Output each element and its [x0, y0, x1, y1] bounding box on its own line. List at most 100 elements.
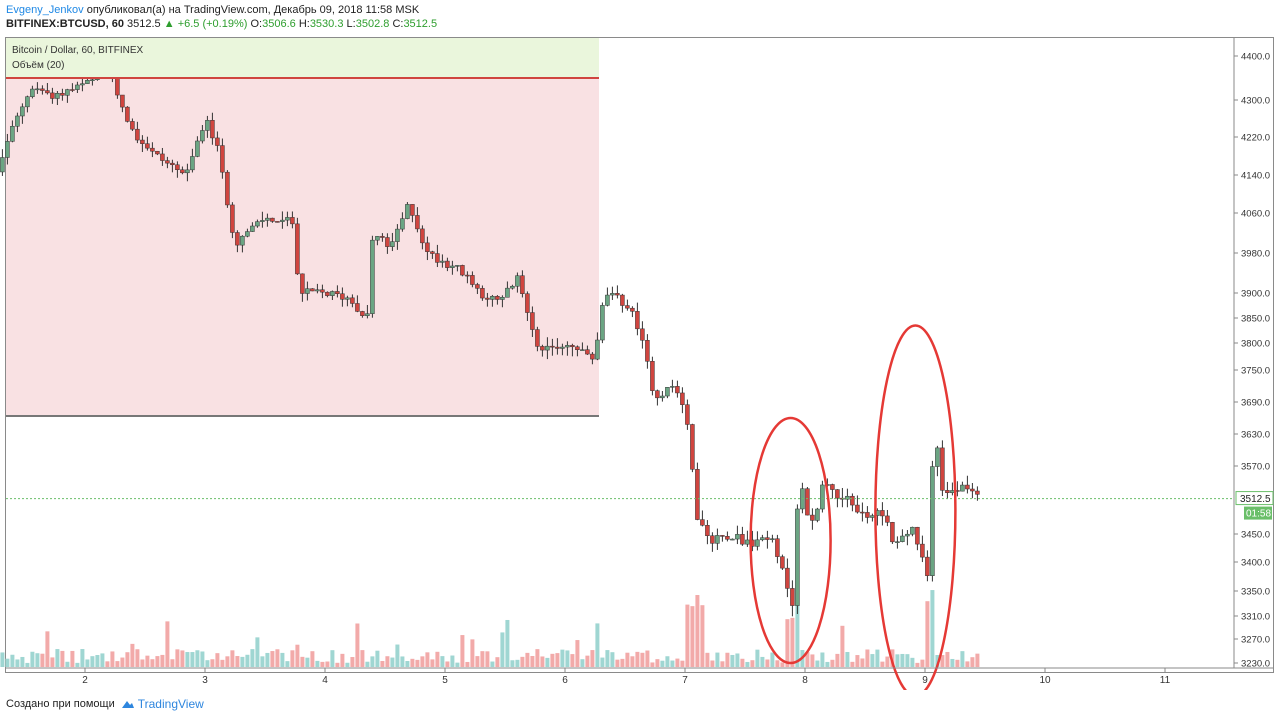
candle-body[interactable] — [475, 284, 480, 289]
tradingview-logo[interactable]: TradingView — [119, 697, 204, 711]
candle-body[interactable] — [395, 228, 400, 242]
candle-body[interactable] — [575, 346, 580, 350]
candle-body[interactable] — [915, 526, 920, 545]
price-chart[interactable]: Bitcoin / Dollar, 60, BITFINEX Объём (20… — [0, 0, 1280, 690]
candle-body[interactable] — [855, 504, 860, 513]
candle-body[interactable] — [380, 236, 385, 238]
candle-body[interactable] — [80, 83, 85, 86]
candle-body[interactable] — [625, 305, 630, 309]
candle-body[interactable] — [645, 340, 650, 362]
candle-body[interactable] — [40, 88, 45, 91]
candle-body[interactable] — [340, 293, 345, 300]
candle-body[interactable] — [695, 469, 700, 520]
candle-body[interactable] — [370, 239, 375, 314]
candle-body[interactable] — [920, 543, 925, 558]
candle-body[interactable] — [600, 305, 605, 341]
candle-body[interactable] — [450, 265, 455, 268]
candle-body[interactable] — [815, 508, 820, 521]
candle-body[interactable] — [485, 297, 490, 300]
candle-body[interactable] — [255, 221, 260, 227]
candle-body[interactable] — [240, 235, 245, 246]
candle-body[interactable] — [640, 328, 645, 341]
candle-body[interactable] — [960, 484, 965, 492]
candle-body[interactable] — [70, 89, 75, 91]
candle-body[interactable] — [550, 345, 555, 348]
candle-body[interactable] — [345, 297, 350, 300]
candle-body[interactable] — [620, 294, 625, 306]
candle-body[interactable] — [145, 143, 150, 149]
candle-body[interactable] — [290, 217, 295, 225]
candle-body[interactable] — [350, 297, 355, 304]
candle-body[interactable] — [780, 556, 785, 569]
candle-body[interactable] — [675, 386, 680, 394]
candle-body[interactable] — [745, 539, 750, 545]
candle-body[interactable] — [650, 361, 655, 391]
candle-body[interactable] — [965, 484, 970, 490]
candle-body[interactable] — [585, 349, 590, 355]
candle-body[interactable] — [130, 121, 135, 130]
candle-body[interactable] — [360, 311, 365, 316]
candle-body[interactable] — [25, 96, 30, 108]
candle-body[interactable] — [375, 236, 380, 241]
candle-body[interactable] — [515, 275, 520, 287]
candle-body[interactable] — [0, 157, 5, 173]
candle-body[interactable] — [525, 293, 530, 313]
candle-body[interactable] — [595, 339, 600, 360]
candle-body[interactable] — [305, 288, 310, 294]
candle-body[interactable] — [610, 293, 615, 296]
candle-body[interactable] — [440, 260, 445, 263]
candle-body[interactable] — [185, 169, 190, 174]
candle-body[interactable] — [235, 232, 240, 246]
candle-body[interactable] — [115, 77, 120, 96]
candle-body[interactable] — [90, 79, 95, 81]
candle-body[interactable] — [805, 488, 810, 516]
candle-body[interactable] — [85, 80, 90, 84]
candle-body[interactable] — [415, 215, 420, 230]
candle-body[interactable] — [760, 537, 765, 541]
candle-body[interactable] — [700, 519, 705, 526]
candle-body[interactable] — [150, 147, 155, 152]
candle-body[interactable] — [270, 217, 275, 222]
candle-body[interactable] — [590, 353, 595, 360]
candle-body[interactable] — [520, 275, 525, 294]
candle-body[interactable] — [365, 313, 370, 316]
candle-body[interactable] — [865, 512, 870, 518]
candle-body[interactable] — [190, 156, 195, 171]
candle-body[interactable] — [480, 288, 485, 299]
candle-body[interactable] — [720, 535, 725, 537]
candle-body[interactable] — [5, 141, 10, 158]
candle-body[interactable] — [630, 307, 635, 312]
candle-body[interactable] — [655, 390, 660, 399]
candle-body[interactable] — [790, 588, 795, 606]
candle-body[interactable] — [795, 508, 800, 606]
candle-body[interactable] — [765, 537, 770, 540]
candle-body[interactable] — [220, 145, 225, 173]
candle-body[interactable] — [420, 228, 425, 244]
candle-body[interactable] — [930, 466, 935, 576]
candle-body[interactable] — [680, 392, 685, 405]
candle-body[interactable] — [565, 345, 570, 348]
candle-body[interactable] — [180, 169, 185, 174]
candle-body[interactable] — [215, 137, 220, 146]
candle-body[interactable] — [570, 345, 575, 348]
candle-body[interactable] — [465, 274, 470, 277]
candle-body[interactable] — [295, 223, 300, 275]
candle-body[interactable] — [315, 289, 320, 292]
candle-body[interactable] — [405, 204, 410, 219]
candle-body[interactable] — [715, 535, 720, 544]
candle-body[interactable] — [45, 90, 50, 94]
candle-body[interactable] — [470, 275, 475, 285]
candle-body[interactable] — [195, 140, 200, 157]
candle-body[interactable] — [540, 346, 545, 351]
candle-body[interactable] — [325, 291, 330, 296]
candle-body[interactable] — [120, 94, 125, 108]
candle-body[interactable] — [530, 312, 535, 330]
candle-body[interactable] — [845, 495, 850, 500]
candle-body[interactable] — [250, 225, 255, 232]
candle-body[interactable] — [970, 488, 975, 492]
candle-body[interactable] — [615, 293, 620, 296]
candle-body[interactable] — [140, 139, 145, 144]
candle-body[interactable] — [785, 567, 790, 589]
candle-body[interactable] — [265, 217, 270, 221]
candle-body[interactable] — [975, 490, 980, 495]
